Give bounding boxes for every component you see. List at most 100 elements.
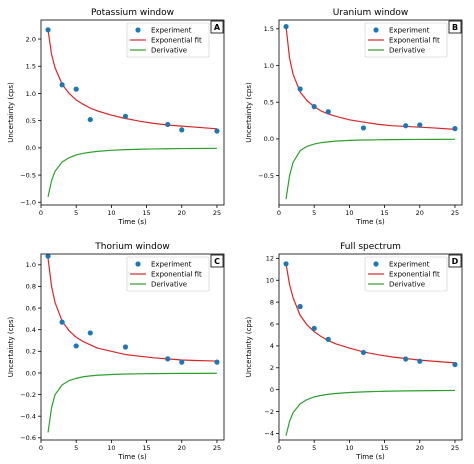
legend-label: Experiment xyxy=(151,26,192,34)
data-point xyxy=(59,319,65,325)
data-point xyxy=(297,303,303,310)
data-point xyxy=(122,344,129,350)
x-tick-label: 0 xyxy=(277,444,281,452)
y-tick-label: 0.5 xyxy=(264,99,274,107)
data-point xyxy=(214,359,220,365)
x-tick-label: 10 xyxy=(107,209,115,217)
y-tick-label: 1.0 xyxy=(26,261,36,269)
x-tick-label: 15 xyxy=(142,444,150,452)
x-tick-label: 15 xyxy=(380,209,388,217)
legend-label: Derivative xyxy=(389,46,425,54)
data-point xyxy=(45,27,51,33)
y-tick-label: −1.0 xyxy=(20,199,36,207)
x-tick-label: 25 xyxy=(451,209,459,217)
panel-letter: B xyxy=(452,23,458,32)
data-point xyxy=(45,254,51,259)
legend-label: Derivative xyxy=(151,46,187,54)
x-tick-label: 10 xyxy=(345,209,353,217)
data-point xyxy=(122,113,129,119)
data-point xyxy=(73,86,79,92)
panel-letter: A xyxy=(214,23,221,32)
data-point xyxy=(283,261,289,267)
x-axis-label: Time (s) xyxy=(117,453,147,461)
x-tick-label: 5 xyxy=(74,444,78,452)
y-tick-label: 1.0 xyxy=(26,90,36,98)
legend: Experiment Exponential fit Derivative xyxy=(126,22,210,58)
x-tick-label: 25 xyxy=(213,444,221,452)
y-tick-label: 0.4 xyxy=(26,326,36,334)
y-axis-label: Uncertainty (cps) xyxy=(245,82,253,143)
y-tick-label: 12 xyxy=(266,255,274,263)
y-tick-label: 0.0 xyxy=(26,369,36,377)
data-point xyxy=(360,125,367,131)
panel-title: Full spectrum xyxy=(340,242,401,252)
series-line-exponential-fit xyxy=(285,26,456,130)
series-line-derivative xyxy=(47,372,217,433)
x-axis-label: Time (s) xyxy=(355,218,385,226)
y-tick-label: 0.6 xyxy=(26,304,36,312)
data-point xyxy=(452,361,458,368)
panel-letter-box xyxy=(448,20,462,34)
data-point xyxy=(452,126,458,132)
y-tick-label: −0.4 xyxy=(20,413,36,421)
y-tick-label: −0.2 xyxy=(20,391,36,399)
legend-marker xyxy=(135,261,141,267)
data-point xyxy=(214,128,220,134)
data-point xyxy=(325,109,331,115)
y-tick-label: 0.0 xyxy=(264,135,274,143)
y-tick-label: −4 xyxy=(264,430,274,438)
legend-label: Derivative xyxy=(151,280,187,288)
panel-1: Uranium window 0 5 10 15 20 25 −0.5 0.0 0.5 1.0 1.5… xyxy=(245,8,463,226)
legend: Experiment Exponential fit Derivative xyxy=(364,22,448,58)
data-point xyxy=(417,122,423,128)
data-point xyxy=(165,121,171,128)
data-point xyxy=(403,356,409,362)
panel-letter: D xyxy=(452,257,459,266)
y-axis-label: Uncertainty (cps) xyxy=(7,316,15,377)
data-point xyxy=(179,127,185,133)
x-tick-label: 20 xyxy=(416,444,424,452)
legend-label: Exponential fit xyxy=(151,36,202,44)
axes-frame xyxy=(278,253,463,441)
panel-letter-box xyxy=(448,254,462,268)
panel-letter-box xyxy=(210,20,224,34)
data-point xyxy=(325,336,331,342)
y-tick-label: 0 xyxy=(270,386,274,394)
y-tick-label: −0.5 xyxy=(20,171,36,179)
legend-label: Exponential fit xyxy=(389,270,440,278)
series-line-exponential-fit xyxy=(285,263,456,364)
y-axis-label: Uncertainty (cps) xyxy=(245,316,253,377)
y-tick-label: 0.2 xyxy=(26,348,36,356)
y-tick-label: 0.0 xyxy=(26,144,36,152)
y-tick-label: −2 xyxy=(264,408,274,416)
x-tick-label: 0 xyxy=(39,444,43,452)
x-tick-label: 15 xyxy=(380,444,388,452)
series-line-derivative xyxy=(285,138,455,200)
x-tick-label: 15 xyxy=(142,209,150,217)
y-axis-label: Uncertainty (cps) xyxy=(7,82,15,143)
x-tick-label: 5 xyxy=(312,444,316,452)
panel-letter: C xyxy=(214,257,220,266)
data-point xyxy=(179,359,185,365)
y-tick-label: 6 xyxy=(270,320,274,328)
x-tick-label: 20 xyxy=(178,444,186,452)
legend: Experiment Exponential fit Derivative xyxy=(126,256,210,292)
series-line-exponential-fit xyxy=(47,29,218,130)
data-point xyxy=(311,104,317,110)
y-tick-label: 0.8 xyxy=(26,283,36,291)
y-tick-label: 1.5 xyxy=(264,25,274,33)
plot-area xyxy=(283,261,458,436)
y-tick-label: 2.0 xyxy=(26,35,36,43)
data-point xyxy=(283,24,289,30)
x-axis-label: Time (s) xyxy=(355,453,385,461)
y-tick-label: 10 xyxy=(266,277,274,285)
legend-label: Experiment xyxy=(389,26,430,34)
axes-frame xyxy=(40,19,225,206)
y-tick-label: 4 xyxy=(270,342,274,350)
series-line-exponential-fit xyxy=(47,258,217,362)
panel-title: Uranium window xyxy=(333,8,409,18)
plot-area xyxy=(45,254,220,433)
panel-2: Thorium window 0 5 10 15 20 25 −0.6 −0.4 −0.2 0.0 0… xyxy=(7,242,225,461)
data-point xyxy=(165,356,171,362)
